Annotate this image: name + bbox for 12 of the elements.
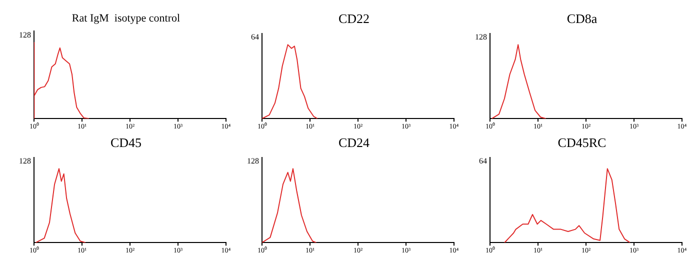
chart-title: CD24	[338, 135, 370, 150]
chart-title: CD45RC	[558, 135, 606, 150]
text: 64	[479, 156, 487, 166]
text: 64	[251, 32, 259, 42]
text: 128	[475, 32, 487, 42]
chart-title: Rat IgM isotype control	[72, 12, 180, 24]
chart-title: CD22	[338, 11, 370, 26]
chart-title: CD45	[110, 135, 142, 150]
text: 128	[19, 30, 31, 40]
chart-title: CD8a	[566, 11, 598, 26]
text: 128	[247, 156, 259, 166]
text: 128	[19, 156, 31, 166]
